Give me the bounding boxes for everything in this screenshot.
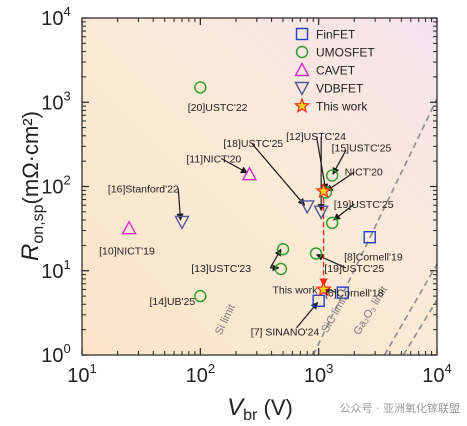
annotation-label: [14]UB'25 xyxy=(149,296,195,308)
legend-label: CAVET xyxy=(316,64,356,78)
annotation-label: [13]USTC'23 xyxy=(191,263,251,275)
data-point xyxy=(336,286,350,299)
annotation-arrow xyxy=(250,142,306,206)
annotation-label: [16]Stanford'22 xyxy=(108,183,179,195)
annotation-label: [15]USTC'25 xyxy=(332,143,392,155)
y-tick-label: 104 xyxy=(41,4,70,30)
annotation-arrow xyxy=(220,157,249,174)
data-point xyxy=(174,215,190,230)
data-point xyxy=(194,289,207,303)
annotation-label: NICT'20 xyxy=(345,167,383,179)
annotation-label: [8]Cornell'19 xyxy=(344,252,403,264)
annotation-label: [6]Cornell'18 xyxy=(325,288,384,300)
y-tick-label: 101 xyxy=(41,257,70,283)
legend-label: UMOSFET xyxy=(316,46,375,60)
data-point xyxy=(309,247,323,260)
annotation-arrow xyxy=(315,254,347,269)
x-axis-title: Vbr (V) xyxy=(227,394,293,424)
data-point xyxy=(315,280,332,297)
data-point xyxy=(325,216,339,230)
limit-line xyxy=(312,98,437,355)
data-point xyxy=(313,205,329,220)
legend-label: VDBFET xyxy=(316,82,364,96)
limit-line xyxy=(383,263,437,355)
data-point xyxy=(299,200,315,215)
legend-marker xyxy=(293,97,311,114)
annotation-label: [19]USTC'25 xyxy=(324,263,384,275)
annotation-label: [10]NICT'19 xyxy=(99,245,155,257)
data-point xyxy=(121,220,137,235)
data-point xyxy=(312,294,325,307)
y-tick-label: 102 xyxy=(41,173,70,199)
y-tick-label: 100 xyxy=(41,341,70,367)
legend-marker xyxy=(294,62,310,77)
data-point xyxy=(363,231,376,244)
x-tick-label: 104 xyxy=(422,361,451,387)
legend-marker xyxy=(295,45,309,59)
legend-label: This work xyxy=(316,100,368,114)
data-point xyxy=(194,81,207,94)
legend-label: FinFET xyxy=(316,28,356,42)
y-axis-title: Ron,sp(mΩ·cm²) xyxy=(17,111,47,261)
annotation-label: [20]USTC'22 xyxy=(188,102,248,114)
limit-line xyxy=(402,299,437,355)
annotation-arrow xyxy=(176,188,184,221)
annotation-label: [12]USTC'24 xyxy=(286,131,346,143)
annotation-label: [19]USTC'25 xyxy=(334,199,394,211)
x-tick-label: 103 xyxy=(304,361,333,387)
data-point xyxy=(241,166,258,181)
y-tick-label: 103 xyxy=(41,88,70,114)
data-point xyxy=(274,262,288,276)
annotation-label: [11]NICT'20 xyxy=(186,153,241,165)
legend-marker xyxy=(295,27,309,41)
data-point xyxy=(276,243,290,256)
annotation-label: [7] SINANO'24 xyxy=(251,327,320,339)
annotation-label: [18]USTC'25 xyxy=(223,138,283,150)
x-tick-label: 102 xyxy=(186,361,215,387)
data-point xyxy=(325,169,339,182)
annotation-arrow xyxy=(325,171,355,192)
data-point xyxy=(315,182,332,199)
legend-marker xyxy=(294,81,310,96)
annotation-arrow xyxy=(333,203,355,221)
annotation-label: This work xyxy=(272,284,318,296)
plot-background xyxy=(82,18,437,355)
watermark: 公众号 · 亚洲氧化镓联盟 xyxy=(340,401,461,415)
x-tick-label: 101 xyxy=(67,361,96,387)
